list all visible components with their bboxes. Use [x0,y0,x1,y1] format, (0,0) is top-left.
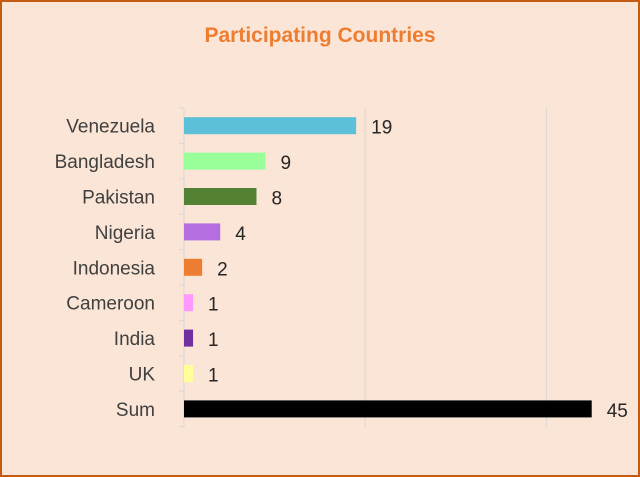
data-label: 2 [217,259,228,280]
bar-india [184,329,194,347]
bar-indonesia [184,258,203,276]
category-label: Cameroon [66,294,155,315]
data-label: 8 [271,189,282,210]
data-label: 45 [607,401,628,422]
category-label: Indonesia [73,258,156,279]
category-label: Sum [116,400,155,421]
bar-bangladesh [184,152,266,170]
category-label: Nigeria [95,223,156,244]
bar-cameroon [184,294,194,312]
data-label: 19 [371,118,392,139]
data-label: 1 [208,366,219,387]
bar-pakistan [184,188,257,205]
category-label: Pakistan [82,188,155,209]
data-label: 9 [281,153,292,174]
chart-title: Participating Countries [204,24,436,47]
bar-venezuela [184,117,357,135]
category-label: India [114,329,156,350]
bar-sum [184,400,592,418]
data-label: 1 [208,330,219,351]
data-label: 4 [235,224,246,245]
bar-nigeria [184,223,221,241]
category-label: UK [129,365,156,386]
bar-uk [184,365,194,382]
category-label: Venezuela [66,117,155,138]
data-label: 1 [208,295,219,316]
category-label: Bangladesh [55,152,155,173]
